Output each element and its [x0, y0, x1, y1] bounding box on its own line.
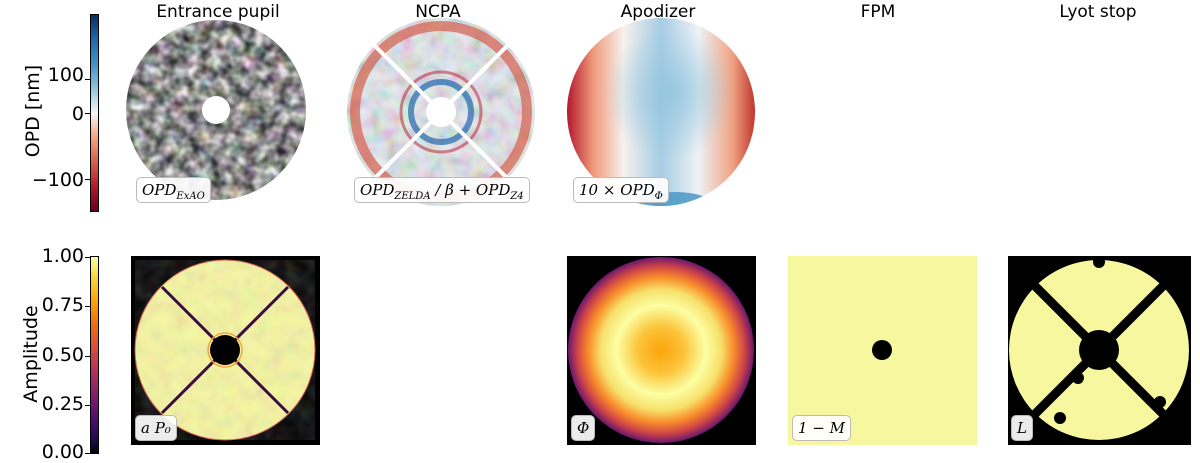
amp-tickmark — [85, 356, 90, 357]
lyot-stop-panel — [1008, 256, 1191, 445]
tag-l: L — [1011, 415, 1033, 441]
ncpa-opd-panel — [347, 18, 535, 206]
amp-tick-1: 1.00 — [41, 245, 84, 267]
amp-tickmark — [85, 257, 90, 258]
opd-tickmark — [85, 113, 90, 114]
apodizer-amplitude-panel — [567, 256, 756, 445]
opd-colorbar — [90, 14, 99, 212]
opd-tickmark — [85, 179, 90, 180]
column-title-entrance-pupil: Entrance pupil — [156, 2, 280, 22]
tag-opd-exao: OPDExAO — [136, 177, 211, 203]
entrance-pupil-amplitude-panel — [131, 256, 320, 445]
entrance-pupil-opd-panel — [126, 20, 306, 200]
amp-tickmark — [85, 405, 90, 406]
opd-tick-100: 100 — [47, 64, 84, 86]
apodizer-opd-panel — [567, 18, 755, 206]
tag-opd-zelda: OPDZELDA / β + OPDZ4 — [354, 177, 530, 203]
amp-tick-025: 0.25 — [41, 393, 84, 415]
column-title-ncpa: NCPA — [415, 2, 461, 22]
amp-tickmark — [85, 306, 90, 307]
amp-tick-075: 0.75 — [41, 294, 84, 316]
amp-tickmark — [85, 453, 90, 454]
fpm-panel — [788, 256, 977, 445]
tag-one-minus-m: 1 − M — [792, 415, 852, 441]
tag-10-opd-phi: 10 × OPDΦ — [573, 177, 669, 203]
column-title-apodizer: Apodizer — [620, 2, 696, 22]
opd-tick-minus100: −100 — [31, 169, 84, 191]
tag-a-p0: a P₀ — [135, 415, 177, 441]
amp-tick-050: 0.50 — [41, 344, 84, 366]
amp-tick-0: 0.00 — [41, 441, 84, 463]
opd-tickmark — [85, 79, 90, 80]
tag-phi: Φ — [571, 415, 596, 441]
column-title-fpm: FPM — [860, 2, 896, 22]
amplitude-colorbar — [90, 256, 99, 454]
column-title-lyot-stop: Lyot stop — [1059, 2, 1137, 22]
opd-tick-0: 0 — [71, 103, 84, 125]
